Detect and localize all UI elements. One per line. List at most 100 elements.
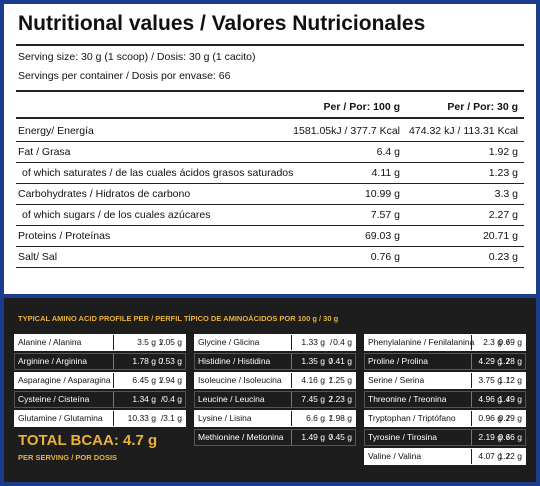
separator: / [507,432,510,442]
amino-30g: 1.49 g [498,394,522,404]
servings-per-container: Servings per container / Dosis por envas… [18,70,231,82]
amino-row: Tyrosine / Tirosina 2.19 g /0.66 g [364,429,526,446]
amino-30g: 0.4 g [163,394,182,404]
amino-divider [471,335,472,350]
value-100g: 6.4 g [376,146,400,158]
amino-row: Isoleucine / Isoleucina 4.16 g /1.25 g [194,372,356,389]
amino-30g: 0.53 g [158,356,182,366]
row-label: of which sugars / de los cuales azúcares [22,209,211,221]
amino-100g: 10.33 g [127,413,156,423]
separator: / [507,451,510,461]
amino-divider [291,430,292,445]
value-100g: 4.11 g [371,167,400,179]
amino-name: Threonine / Treonina [368,394,447,404]
amino-divider [471,354,472,369]
amino-name: Tyrosine / Tirosina [368,432,437,442]
amino-100g: 3.5 g [137,337,156,347]
amino-name: Valine / Valina [368,451,422,461]
separator: / [161,356,164,366]
amino-100g: 1.78 g [132,356,156,366]
amino-100g: 0.96 g [478,413,502,423]
row-label: Fat / Grasa [18,146,71,158]
amino-name: Histidine / Histidina [198,356,271,366]
amino-row: Arginine / Arginina 1.78 g /0.53 g [14,353,186,370]
rule [16,267,524,268]
amino-name: Arginine / Arginina [18,356,87,366]
amino-100g: 2.3 g [483,337,502,347]
row-label: Energy/ Energía [18,125,94,137]
amino-name: Isoleucine / Isoleucina [198,375,282,385]
value-100g: 1581.05kJ / 377.7 Kcal [293,125,400,137]
value-100g: 7.57 g [370,209,400,221]
amino-title: TYPICAL AMINO ACID PROFILE PER / PERFIL … [18,314,339,323]
amino-30g: 0.69 g [498,337,522,347]
separator: / [507,375,510,385]
amino-name: Methionine / Metionina [198,432,284,442]
bcaa-total: TOTAL BCAA: 4.7 g [18,432,158,449]
title: Nutritional values / Valores Nutricional… [18,12,426,35]
separator: / [161,413,164,423]
separator: / [507,356,510,366]
rule [16,204,524,205]
separator: / [161,394,164,404]
amino-100g: 4.96 g [478,394,502,404]
amino-row: Glycine / Glicina 1.33 g /0.4 g [194,334,356,351]
amino-100g: 4.07 g [478,451,502,461]
amino-30g: 1.12 g [498,375,522,385]
amino-name: Alanine / Alanina [18,337,82,347]
amino-divider [471,373,472,388]
column-header: Per / Por: 30 g [447,101,518,113]
amino-30g: 0.29 g [498,413,522,423]
amino-name: Glycine / Glicina [198,337,260,347]
amino-30g: 0.4 g [333,337,352,347]
amino-row: Valine / Valina 4.07 g /1.22 g [364,448,526,465]
amino-name: Tryptophan / Triptófano [368,413,456,423]
amino-name: Lysine / Lisina [198,413,252,423]
rule [16,246,524,247]
amino-row: Methionine / Metionina 1.49 g /0.45 g [194,429,356,446]
separator: / [330,413,333,423]
row-label: Proteins / Proteínas [18,230,111,242]
amino-row: Serine / Serina 3.75 g /1.12 g [364,372,526,389]
row-label: Carbohydrates / Hidratos de carbono [18,188,191,200]
row-label: Salt/ Sal [18,251,58,263]
amino-divider [291,373,292,388]
rule [16,90,524,92]
amino-30g: 1.94 g [158,375,182,385]
amino-30g: 1.28 g [498,356,522,366]
amino-100g: 7.45 g [301,394,325,404]
rule [16,141,524,142]
separator: / [330,394,333,404]
amino-30g: 0.66 g [498,432,522,442]
amino-name: Asparagine / Asparagina [18,375,111,385]
amino-row: Lysine / Lisina 6.6 g /1.98 g [194,410,356,427]
amino-row: Cysteine / Cisteína 1.34 g /0.4 g [14,391,186,408]
separator: / [507,413,510,423]
rule [16,162,524,163]
amino-100g: 6.6 g [306,413,325,423]
amino-row: Alanine / Alanina 3.5 g /1.05 g [14,334,186,351]
separator: / [507,337,510,347]
amino-30g: 1.25 g [328,375,352,385]
amino-100g: 3.75 g [478,375,502,385]
value-30g: 3.3 g [494,188,518,200]
amino-100g: 4.16 g [301,375,325,385]
amino-divider [113,354,114,369]
separator: / [161,375,164,385]
amino-100g: 6.45 g [132,375,156,385]
amino-divider [113,411,114,426]
amino-divider [291,335,292,350]
amino-30g: 2.23 g [328,394,352,404]
amino-panel: TYPICAL AMINO ACID PROFILE PER / PERFIL … [4,298,536,482]
amino-name: Leucine / Leucina [198,394,265,404]
separator: / [330,432,333,442]
separator: / [161,337,164,347]
amino-row: Threonine / Treonina 4.96 g /1.49 g [364,391,526,408]
amino-name: Serine / Serina [368,375,425,385]
separator: / [330,375,333,385]
amino-divider [471,449,472,464]
value-100g: 69.03 g [364,230,400,242]
amino-30g: 1.05 g [158,337,182,347]
amino-row: Asparagine / Asparagina 6.45 g /1.94 g [14,372,186,389]
amino-30g: 1.22 g [498,451,522,461]
